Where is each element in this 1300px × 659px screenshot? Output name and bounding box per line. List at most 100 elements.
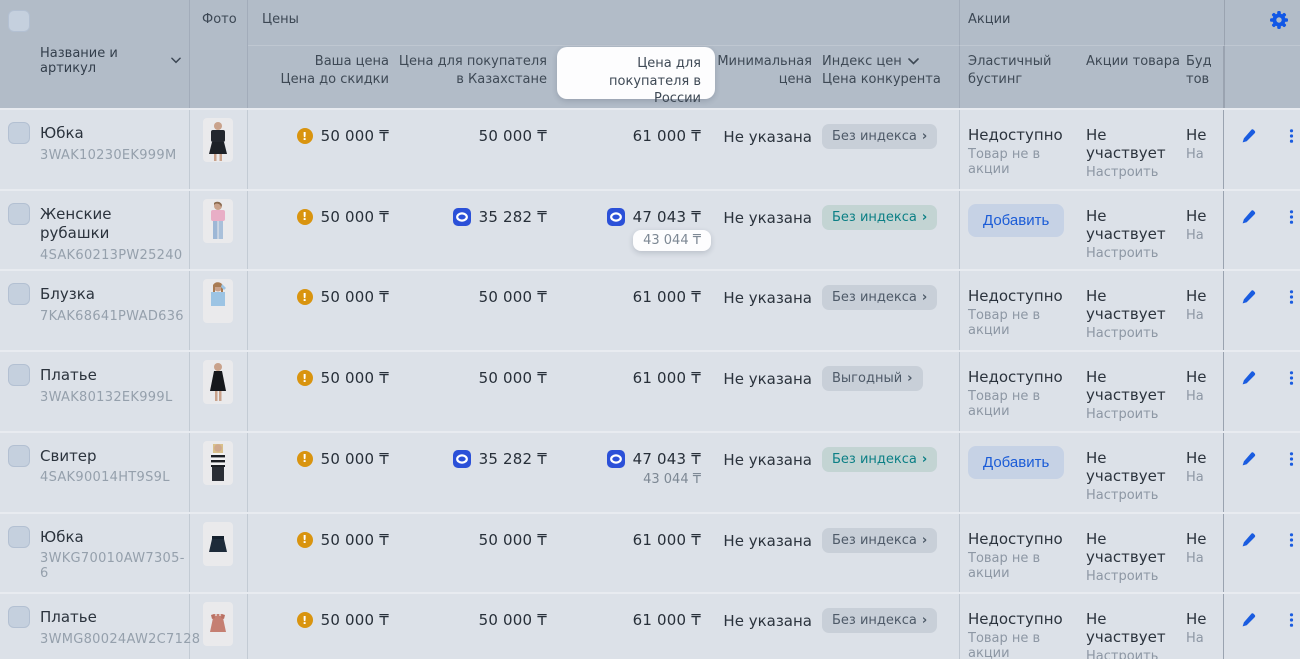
row-checkbox[interactable] [8,122,30,144]
price-bot-icon [606,449,625,468]
row-checkbox[interactable] [8,364,30,387]
row-checkbox[interactable] [8,606,30,629]
column-header-boosting: Эластичный бустинг [968,54,1052,87]
kz-price: 35 282 ₸ [478,449,547,468]
edit-pencil-icon[interactable] [1240,369,1257,387]
column-header-price-index[interactable]: Индекс цен Цена конкурента [818,46,960,108]
product-sku: 3WAK80132EK999L [40,389,173,405]
product-photo [203,521,233,566]
ru-price: 61 000 ₸ [632,369,701,388]
promo-status: Не участвует [1086,287,1166,324]
promo-status: Не участвует [1086,529,1166,566]
gear-icon[interactable] [1270,11,1288,29]
table-header: Название и артикул Фото Цены Акции Ваша … [0,0,1300,110]
boosting-status: Недоступно [968,368,1063,387]
boosting-status: Недоступно [968,126,1063,144]
promo-configure-link[interactable]: Настроить [1086,407,1159,423]
boosting-status: Недоступно [968,287,1063,306]
kz-price: 50 000 ₸ [478,530,547,549]
more-options-icon[interactable] [1283,127,1300,145]
chevron-right-icon: › [921,209,928,225]
table-row: Юбка 3WAK10230EK999M ! 50 000 ₸ 50 000 ₸ … [0,110,1300,191]
warning-icon: ! [296,208,313,225]
actions-header-cell [1224,46,1300,108]
ru-price: 61 000 ₸ [632,530,701,549]
row-checkbox[interactable] [8,202,30,225]
chevron-right-icon: › [921,290,928,306]
price-bot-icon [452,207,471,226]
column-header-your-price: Ваша цена Цена до скидки [280,54,389,87]
price-index-badge[interactable]: Без индекса › [822,204,938,230]
table-settings-cell [1224,0,1300,46]
more-options-icon[interactable] [1283,611,1300,629]
your-price: 50 000 ₸ [320,288,389,307]
product-name: Свитер [40,446,97,465]
product-photo [203,118,233,162]
column-header-name[interactable]: Название и артикул [0,0,190,108]
promo-configure-link[interactable]: Настроить [1086,165,1159,180]
edit-pencil-icon[interactable] [1240,531,1257,549]
edit-pencil-icon[interactable] [1240,208,1257,226]
more-options-icon[interactable] [1283,531,1300,549]
your-price: 50 000 ₸ [320,611,389,630]
promo-configure-link[interactable]: Настроить [1086,568,1159,584]
price-index-badge[interactable]: Выгодный › [822,366,923,392]
more-options-icon[interactable] [1283,288,1300,306]
warning-icon: ! [296,531,313,548]
price-index-badge[interactable]: Без индекса › [822,608,938,634]
price-bot-icon [606,207,625,226]
kz-price: 50 000 ₸ [478,288,547,307]
promo-status: Не участвует [1086,368,1166,405]
chevron-right-icon: › [921,129,928,144]
product-photo [203,440,233,485]
more-options-icon[interactable] [1283,208,1300,226]
warning-icon: ! [296,289,313,306]
chevron-right-icon: › [921,451,928,467]
min-price: Не указана [723,370,812,389]
more-options-icon[interactable] [1283,450,1300,468]
promo-configure-link[interactable]: Настроить [1086,245,1159,261]
row-checkbox[interactable] [8,525,30,548]
kz-price: 50 000 ₸ [478,611,547,630]
select-all-checkbox[interactable] [8,10,30,32]
price-index-badge[interactable]: Без индекса › [822,124,938,149]
min-price: Не указана [723,208,812,227]
name-column-label: Название и артикул [40,45,118,76]
table-row: Женские рубашки 4SAK60213PW25240 ! 50 000… [0,190,1300,272]
product-photo [203,198,233,243]
promo-configure-link[interactable]: Настроить [1086,487,1159,503]
column-header-product-promos: Акции товара [1086,54,1180,69]
product-photo [203,360,233,405]
price-index-badge[interactable]: Без индекса › [822,446,938,472]
add-boosting-button[interactable]: Добавить [968,203,1065,237]
edit-pencil-icon[interactable] [1240,127,1257,145]
your-price: 50 000 ₸ [320,530,389,549]
chevron-down-icon [171,57,181,64]
more-options-icon[interactable] [1283,369,1300,387]
add-boosting-button[interactable]: Добавить [968,445,1065,479]
price-bot-icon [452,449,471,468]
boosting-status: Недоступно [968,529,1063,548]
min-price: Не указана [723,450,812,469]
warning-icon: ! [296,370,313,387]
kz-price: 35 282 ₸ [478,207,547,226]
product-sku: 7KAK68641PWAD636 [40,308,184,324]
promo-configure-link[interactable]: Настроить [1086,326,1159,342]
price-index-badge[interactable]: Без индекса › [822,285,938,311]
product-name: Платье [40,366,97,385]
promo-configure-link[interactable]: Настроить [1086,649,1159,659]
warning-icon: ! [296,128,313,144]
edit-pencil-icon[interactable] [1240,450,1257,468]
product-name: Юбка [40,124,84,142]
kz-price: 50 000 ₸ [478,369,547,388]
edit-pencil-icon[interactable] [1240,288,1257,306]
row-checkbox[interactable] [8,444,30,467]
edit-pencil-icon[interactable] [1240,611,1257,629]
ru-price: 61 000 ₸ [632,288,701,307]
spotlight-box: Цена для покупателя в России [557,47,715,106]
product-name: Платье [40,608,97,627]
price-index-badge[interactable]: Без индекса › [822,527,938,553]
chevron-right-icon: › [921,532,928,548]
row-checkbox[interactable] [8,283,30,306]
